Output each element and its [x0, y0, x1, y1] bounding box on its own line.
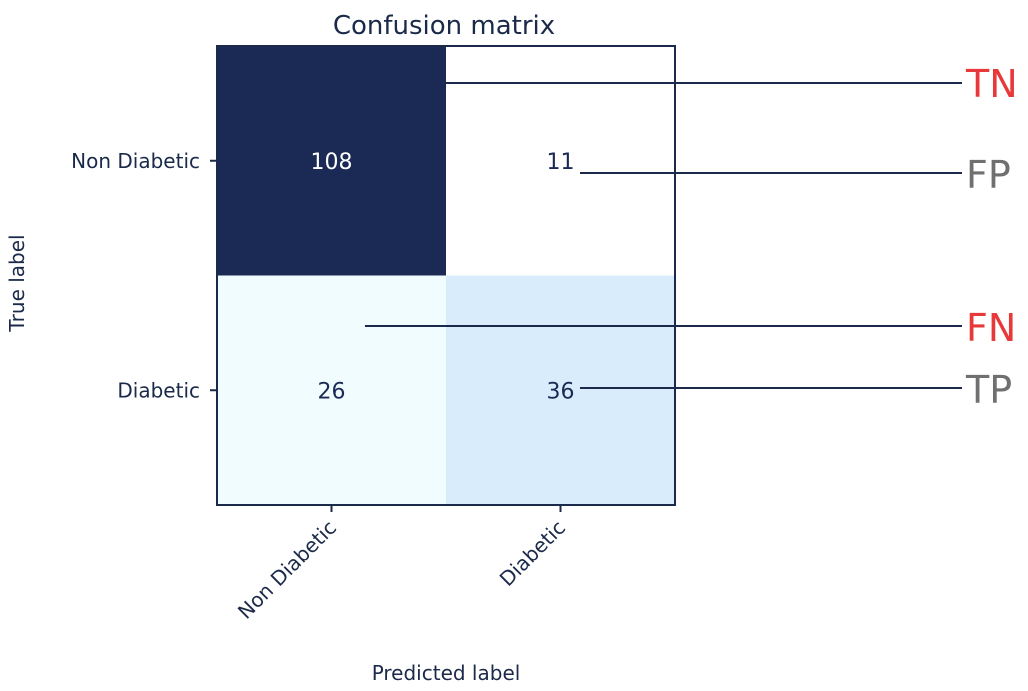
- chart-title: Confusion matrix: [333, 11, 555, 41]
- x-axis-label: Predicted label: [372, 661, 521, 685]
- matrix-cell: [217, 46, 446, 276]
- annotation-label-tp: TP: [965, 368, 1012, 412]
- x-tick-label: Diabetic: [495, 516, 570, 591]
- matrix-cell: [446, 46, 675, 276]
- matrix-cell: [217, 275, 446, 505]
- cell-value: 36: [547, 379, 575, 404]
- matrix-cell: [446, 275, 675, 505]
- annotation-label-fp: FP: [966, 153, 1011, 197]
- annotations: TN FP FN TP: [365, 62, 1018, 412]
- x-tick-label: Non Diabetic: [233, 516, 341, 624]
- plot-frame: [216, 45, 676, 506]
- annotation-label-fn: FN: [966, 306, 1016, 350]
- cell-value: 108: [311, 150, 353, 175]
- x-tick-labels: Non Diabetic Diabetic: [233, 516, 570, 624]
- y-tick-label: Non Diabetic: [71, 149, 200, 173]
- y-axis-label: True label: [5, 234, 29, 332]
- annotation-label-tn: TN: [965, 62, 1018, 106]
- matrix-cells: [217, 46, 675, 505]
- matrix-cell-values: 108 11 26 36: [311, 150, 575, 405]
- y-tick-label: Diabetic: [117, 378, 200, 402]
- axis-ticks: [210, 159, 562, 512]
- y-tick-labels: Non Diabetic Diabetic: [71, 149, 200, 403]
- cell-value: 26: [318, 379, 346, 404]
- cell-value: 11: [547, 150, 575, 175]
